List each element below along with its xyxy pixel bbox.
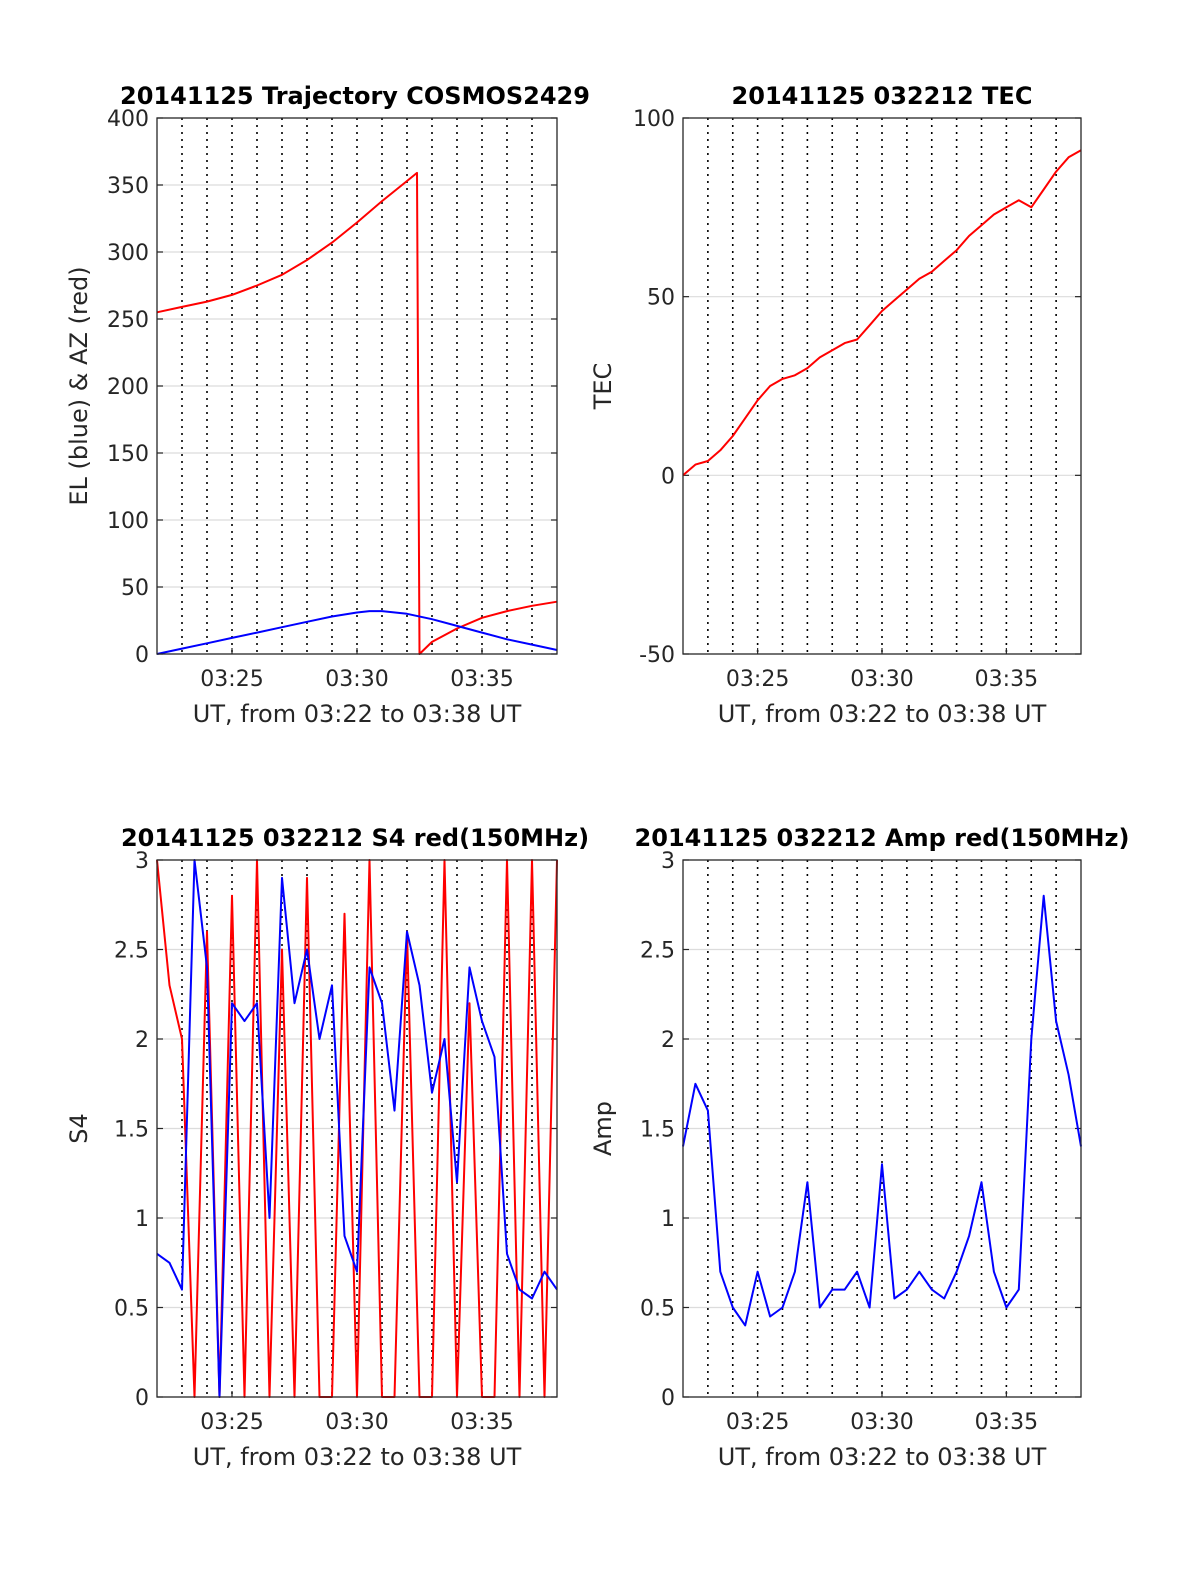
x-axis-label: UT, from 03:22 to 03:38 UT bbox=[193, 700, 522, 728]
chart-panel-2: -50 0 50 100 03:25 03:30 03:35 20141125 032212 … bbox=[589, 82, 1082, 728]
series-line-2 bbox=[156, 610, 558, 655]
x-tick-label: 03:25 bbox=[200, 667, 263, 692]
y-tick-label: 350 bbox=[107, 174, 149, 199]
y-tick-label: 200 bbox=[107, 375, 149, 400]
y-axis-label: EL (blue) & AZ (red) bbox=[65, 266, 93, 505]
x-axis-label: UT, from 03:22 to 03:38 UT bbox=[718, 1443, 1047, 1471]
x-tick-label: 03:25 bbox=[726, 667, 789, 692]
y-axis-label: Amp bbox=[589, 1101, 617, 1156]
axes-frame bbox=[682, 117, 1082, 655]
chart-title: 20141125 032212 TEC bbox=[732, 82, 1033, 110]
y-tick-label: 1.5 bbox=[114, 1118, 149, 1143]
x-tick-label: 03:30 bbox=[850, 667, 913, 692]
y-tick-label: 1 bbox=[135, 1207, 149, 1232]
y-tick-label: 50 bbox=[121, 576, 149, 601]
y-tick-label: 2.5 bbox=[640, 939, 675, 964]
y-tick-label: 250 bbox=[107, 308, 149, 333]
x-tick-label: 03:25 bbox=[726, 1410, 789, 1435]
y-tick-label: 1.5 bbox=[640, 1118, 675, 1143]
series-line-1 bbox=[682, 149, 1082, 477]
series-line-1 bbox=[682, 894, 1082, 1327]
x-tick-label: 03:25 bbox=[200, 1410, 263, 1435]
x-tick-label: 03:35 bbox=[975, 667, 1038, 692]
axes-frame bbox=[682, 859, 1082, 1398]
y-tick-label: 100 bbox=[633, 107, 675, 132]
chart-panel-1: 0 50 100 150 200 250 300 350 400 03:25 03:30 03:35 2… bbox=[65, 82, 590, 728]
chart-panel-4: 0 0.5 1 1.5 2 2.5 3 03:25 03:30 03:35 20141125 032… bbox=[589, 824, 1129, 1471]
chart-title: 20141125 032212 Amp red(150MHz) bbox=[635, 824, 1130, 852]
y-axis-label: TEC bbox=[589, 363, 617, 411]
x-tick-label: 03:35 bbox=[450, 1410, 513, 1435]
x-tick-label: 03:35 bbox=[450, 667, 513, 692]
y-tick-label: 1 bbox=[661, 1207, 675, 1232]
series-line-2 bbox=[156, 859, 558, 1398]
axes-frame bbox=[156, 117, 558, 655]
x-tick-label: 03:30 bbox=[850, 1410, 913, 1435]
y-tick-label: 3 bbox=[661, 849, 675, 874]
chart-title: 20141125 032212 S4 red(150MHz) bbox=[121, 824, 589, 852]
y-tick-label: 3 bbox=[135, 849, 149, 874]
x-axis-label: UT, from 03:22 to 03:38 UT bbox=[193, 1443, 522, 1471]
y-tick-label: 100 bbox=[107, 509, 149, 534]
x-tick-label: 03:35 bbox=[975, 1410, 1038, 1435]
x-axis-label: UT, from 03:22 to 03:38 UT bbox=[718, 700, 1047, 728]
y-tick-label: 0 bbox=[135, 643, 149, 668]
series-line-1 bbox=[156, 171, 558, 655]
axes-frame bbox=[156, 859, 558, 1398]
y-axis-label: S4 bbox=[65, 1113, 93, 1144]
chart-title: 20141125 Trajectory COSMOS2429 bbox=[120, 82, 590, 110]
y-tick-label: 0.5 bbox=[640, 1297, 675, 1322]
y-tick-label: 0 bbox=[661, 1386, 675, 1411]
y-tick-label: 2 bbox=[661, 1028, 675, 1053]
x-tick-label: 03:30 bbox=[325, 1410, 388, 1435]
x-tick-label: 03:30 bbox=[325, 667, 388, 692]
y-tick-label: 150 bbox=[107, 442, 149, 467]
y-tick-label: -50 bbox=[639, 643, 675, 668]
y-tick-label: 0.5 bbox=[114, 1297, 149, 1322]
y-tick-label: 300 bbox=[107, 241, 149, 266]
y-tick-label: 0 bbox=[135, 1386, 149, 1411]
chart-panel-3: 0 0.5 1 1.5 2 2.5 3 03:25 03:30 03:35 20141125 032… bbox=[65, 824, 589, 1471]
y-tick-label: 2 bbox=[135, 1028, 149, 1053]
y-tick-label: 400 bbox=[107, 107, 149, 132]
y-tick-label: 0 bbox=[661, 464, 675, 489]
y-tick-label: 50 bbox=[647, 286, 675, 311]
y-tick-label: 2.5 bbox=[114, 939, 149, 964]
